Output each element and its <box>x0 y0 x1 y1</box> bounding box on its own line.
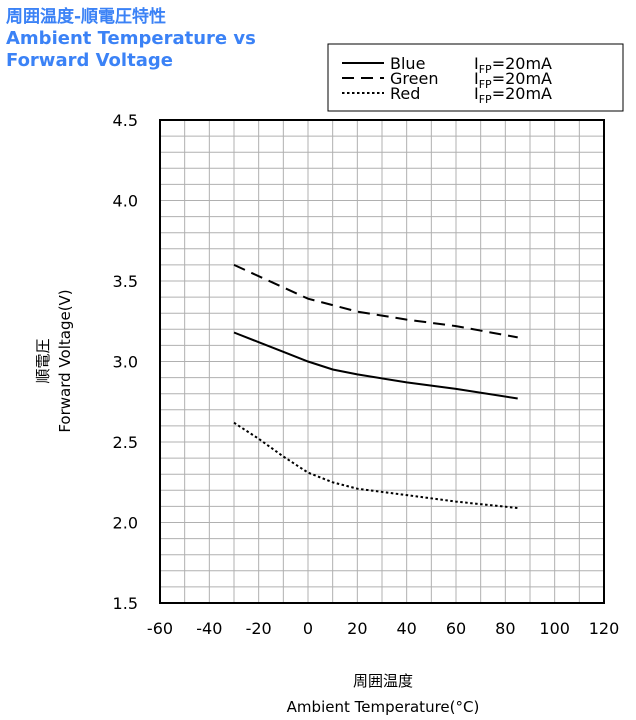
series-line-red <box>233 421 518 509</box>
x-tick-label: 20 <box>347 619 367 638</box>
x-tick-label: 100 <box>539 619 570 638</box>
x-tick-label: -20 <box>246 619 272 638</box>
x-tick-label: 120 <box>589 619 620 638</box>
legend-condition: IFP=20mA <box>474 69 552 91</box>
legend-condition: IFP=20mA <box>474 84 552 106</box>
legend-label-red: Red <box>390 84 420 103</box>
grid <box>160 120 604 603</box>
y-tick-label: 4.5 <box>113 111 138 130</box>
legend-label-green: Green <box>390 69 438 88</box>
x-tick-label: 0 <box>303 619 313 638</box>
x-axis-label-ja: 周囲温度 <box>353 672 413 690</box>
y-tick-label: 1.5 <box>113 594 138 613</box>
y-tick-label: 2.0 <box>113 514 138 533</box>
chart-title-en-line2: Forward Voltage <box>6 50 173 71</box>
legend-box <box>327 43 624 112</box>
y-axis-label: Forward Voltage(V) <box>56 289 74 432</box>
legend-label-blue: Blue <box>390 54 425 73</box>
chart-title-ja: 周囲温度-順電圧特性 <box>6 7 167 27</box>
chart-title-en-line1: Ambient Temperature vs <box>6 28 256 49</box>
plot-frame <box>159 119 605 604</box>
series-lines <box>233 263 518 509</box>
legend: Blue IFP=20mA Green IFP=20mA Red IFP=20mA <box>327 43 624 112</box>
x-tick-label: 80 <box>495 619 515 638</box>
series-line-blue <box>233 331 518 400</box>
x-tick-label: 40 <box>396 619 416 638</box>
x-tick-label: -40 <box>196 619 222 638</box>
y-tick-label: 3.5 <box>113 272 138 291</box>
y-tick-label: 3.0 <box>113 353 138 372</box>
legend-condition: IFP=20mA <box>474 54 552 76</box>
y-axis-label-ja: 順電圧 <box>34 338 52 383</box>
x-tick-label: 60 <box>446 619 466 638</box>
series-line-green <box>233 263 518 339</box>
x-axis-label: Ambient Temperature(°C) <box>287 698 480 716</box>
tick-labels: -60 -40 -20 0 20 40 60 80 100 120 4.5 4.0 3.5 3.0 2.5 2… <box>113 111 620 638</box>
x-tick-label: -60 <box>147 619 173 638</box>
y-tick-label: 2.5 <box>113 433 138 452</box>
chart-title: 周囲温度-順電圧特性 Ambient Temperature vs Forwar… <box>6 6 256 72</box>
y-tick-label: 4.0 <box>113 192 138 211</box>
